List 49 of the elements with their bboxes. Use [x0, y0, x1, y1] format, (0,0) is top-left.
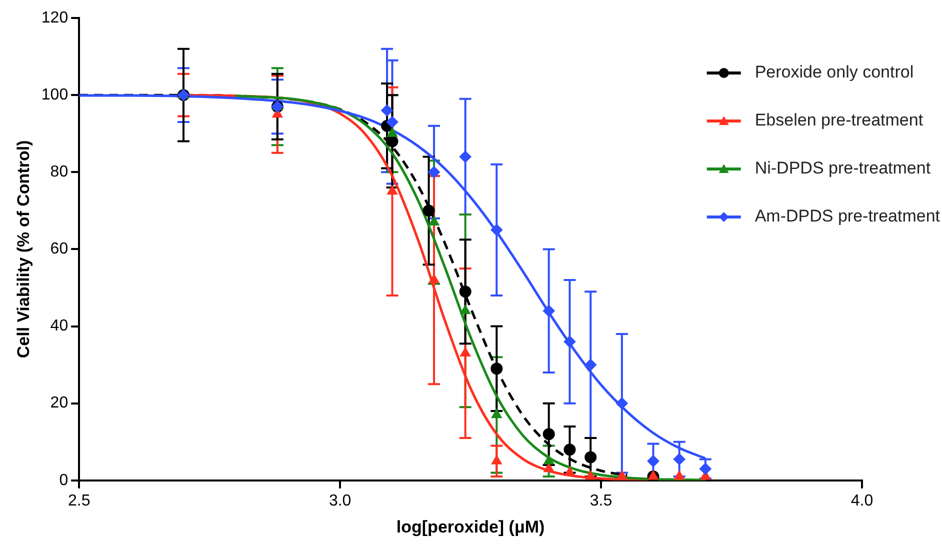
- point: [386, 116, 398, 128]
- point: [491, 408, 502, 418]
- point: [584, 358, 597, 371]
- point: [490, 362, 503, 375]
- point: [674, 470, 685, 480]
- point: [564, 336, 576, 348]
- point: [428, 166, 440, 178]
- point: [584, 451, 597, 464]
- legend-label: Ni-DPDS pre-treatment: [754, 158, 931, 178]
- y-tick-label: 80: [50, 164, 68, 181]
- point: [460, 304, 471, 314]
- y-axis-title: Cell Viability (% of Control): [14, 140, 33, 358]
- point: [422, 204, 435, 217]
- legend-label: Peroxide only control: [754, 62, 914, 82]
- y-tick-label: 120: [41, 9, 68, 26]
- point: [564, 466, 575, 476]
- x-axis-title: log[peroxide] (μM): [396, 517, 545, 536]
- x-tick-label: 4.0: [850, 492, 874, 510]
- y-tick-label: 40: [50, 318, 68, 335]
- point: [428, 274, 440, 284]
- y-tick-label: 0: [59, 472, 68, 489]
- y-tick-label: 20: [50, 394, 68, 412]
- point: [673, 453, 686, 466]
- y-tick-label: 60: [50, 240, 68, 258]
- point: [459, 150, 472, 163]
- point: [490, 224, 503, 236]
- point: [386, 135, 398, 148]
- point: [616, 470, 628, 480]
- point: [460, 347, 471, 356]
- point: [585, 470, 596, 480]
- point: [381, 104, 394, 116]
- point: [459, 286, 472, 298]
- point: [491, 455, 502, 464]
- x-tick-label: 2.5: [68, 492, 90, 510]
- point: [386, 185, 398, 195]
- point: [647, 455, 660, 468]
- point: [564, 444, 576, 456]
- point: [544, 462, 554, 472]
- point: [616, 397, 628, 410]
- point: [428, 216, 440, 226]
- point: [542, 304, 555, 317]
- legend-label: Ebselen pre-treatment: [754, 110, 924, 130]
- x-tick-label: 3.0: [328, 492, 352, 510]
- y-tick-label: 100: [41, 86, 68, 104]
- point: [542, 428, 555, 440]
- legend-label: Am-DPDS pre-treatment: [754, 206, 940, 226]
- x-tick-label: 3.5: [590, 492, 612, 510]
- point: [544, 455, 554, 464]
- point: [386, 128, 398, 137]
